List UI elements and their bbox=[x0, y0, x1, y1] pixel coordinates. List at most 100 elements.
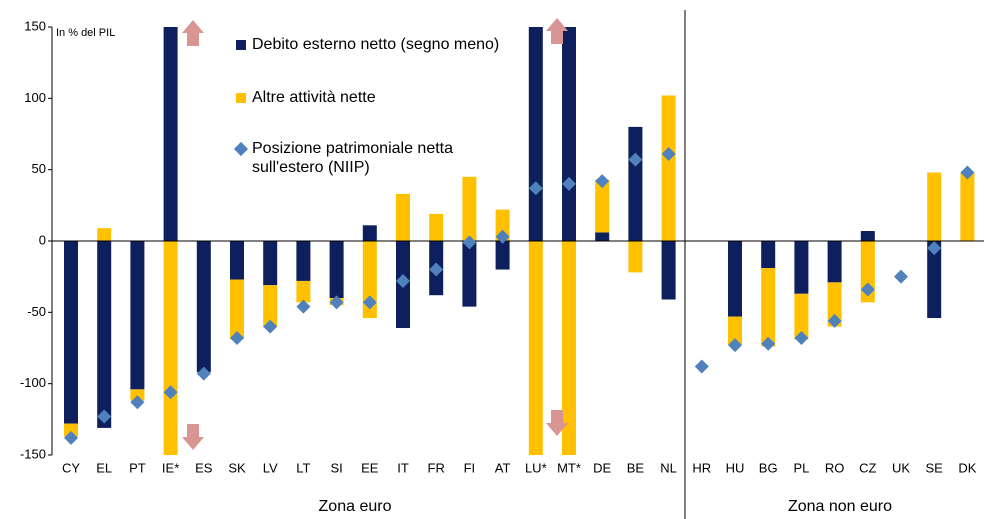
legend-swatch bbox=[236, 93, 246, 103]
niip-marker bbox=[495, 229, 510, 244]
bar bbox=[595, 232, 610, 241]
bar bbox=[230, 241, 244, 280]
niip-marker bbox=[396, 273, 410, 288]
niip-marker bbox=[694, 359, 709, 374]
bar bbox=[495, 209, 510, 241]
bar bbox=[429, 213, 444, 241]
legend-item: Posizione patrimoniale netta sull'estero… bbox=[233, 139, 526, 177]
bar bbox=[794, 241, 809, 294]
legend-label: Altre attività nette bbox=[252, 89, 376, 106]
x-tick-label: HR bbox=[692, 460, 711, 475]
x-tick-label: DE bbox=[593, 460, 611, 475]
group-label: Zona euro bbox=[319, 498, 392, 515]
bar bbox=[761, 241, 776, 269]
bar bbox=[595, 179, 610, 233]
niip-marker bbox=[329, 295, 344, 310]
bar bbox=[562, 27, 576, 241]
bar bbox=[827, 282, 842, 327]
bar bbox=[628, 126, 643, 241]
bar bbox=[661, 95, 676, 241]
x-tick-label: IE* bbox=[162, 460, 179, 475]
unit-annotation: In % del PIL bbox=[56, 27, 115, 39]
overflow-arrow bbox=[182, 424, 204, 450]
x-tick-label: EL bbox=[96, 460, 112, 475]
legend-swatch bbox=[236, 40, 246, 50]
bar bbox=[396, 193, 410, 241]
niip-marker bbox=[794, 331, 809, 346]
x-tick-label: NL bbox=[660, 460, 677, 475]
bar bbox=[296, 280, 311, 303]
y-tick-label: 150 bbox=[24, 18, 46, 33]
x-tick-label: LT bbox=[296, 460, 310, 475]
bar bbox=[562, 241, 576, 455]
niip-marker bbox=[761, 336, 776, 351]
y-tick-label: -100 bbox=[20, 375, 46, 390]
overflow-arrow bbox=[546, 18, 568, 44]
niip-marker bbox=[728, 338, 742, 353]
legend-item: Altre attività nette bbox=[236, 88, 526, 107]
y-tick-label: -150 bbox=[20, 446, 46, 461]
bar bbox=[528, 241, 543, 455]
bar bbox=[263, 241, 278, 286]
x-tick-label: CZ bbox=[859, 460, 876, 475]
niip-marker bbox=[263, 319, 278, 334]
niip-marker bbox=[595, 174, 610, 189]
niip-marker bbox=[960, 165, 975, 180]
bar bbox=[628, 241, 643, 273]
bar bbox=[130, 389, 145, 401]
bar bbox=[130, 241, 145, 390]
y-tick-label: -50 bbox=[27, 304, 46, 319]
bar bbox=[362, 241, 377, 319]
niip-marker bbox=[130, 395, 145, 410]
x-tick-label: HU bbox=[726, 460, 745, 475]
bar bbox=[761, 268, 776, 347]
niip-marker bbox=[429, 262, 444, 277]
bar bbox=[230, 279, 244, 340]
x-tick-label: LV bbox=[263, 460, 278, 475]
niip-marker bbox=[97, 409, 112, 424]
bar bbox=[495, 241, 510, 270]
niip-marker bbox=[196, 366, 211, 381]
niip-marker bbox=[628, 152, 643, 167]
x-tick-label: FI bbox=[464, 460, 476, 475]
niip-marker bbox=[462, 235, 477, 250]
bar bbox=[64, 241, 78, 424]
niip-marker bbox=[296, 299, 311, 314]
x-tick-label: CY bbox=[62, 460, 80, 475]
legend-label: Debito esterno netto (segno meno) bbox=[252, 36, 500, 53]
x-tick-label: PL bbox=[793, 460, 809, 475]
overflow-arrow bbox=[546, 410, 568, 436]
bar bbox=[927, 172, 942, 241]
niip-marker bbox=[562, 176, 576, 191]
legend-swatch bbox=[233, 141, 249, 157]
x-tick-label: AT bbox=[495, 460, 511, 475]
x-tick-label: SE bbox=[926, 460, 944, 475]
bar bbox=[163, 241, 178, 455]
niip-marker bbox=[528, 181, 543, 196]
legend-label: Posizione patrimoniale netta sull'estero… bbox=[252, 140, 454, 176]
bar bbox=[528, 27, 543, 241]
x-tick-label: RO bbox=[825, 460, 845, 475]
x-tick-label: UK bbox=[892, 460, 910, 475]
bar bbox=[661, 241, 676, 300]
bar bbox=[196, 241, 211, 373]
niip-marker bbox=[230, 331, 244, 346]
bar bbox=[794, 293, 809, 340]
x-tick-label: SK bbox=[228, 460, 246, 475]
bar bbox=[329, 241, 344, 299]
x-tick-label: MT* bbox=[557, 460, 581, 475]
group-label: Zona non euro bbox=[788, 498, 892, 515]
bar bbox=[263, 285, 278, 327]
x-tick-label: ES bbox=[195, 460, 213, 475]
niip-marker bbox=[894, 269, 908, 284]
x-tick-label: LU* bbox=[525, 460, 547, 475]
bar bbox=[927, 241, 942, 319]
x-tick-label: SI bbox=[330, 460, 342, 475]
bar bbox=[960, 172, 975, 241]
niip-marker bbox=[362, 295, 377, 310]
y-tick-label: 50 bbox=[32, 161, 46, 176]
x-tick-label: EE bbox=[361, 460, 379, 475]
bar bbox=[97, 228, 112, 241]
